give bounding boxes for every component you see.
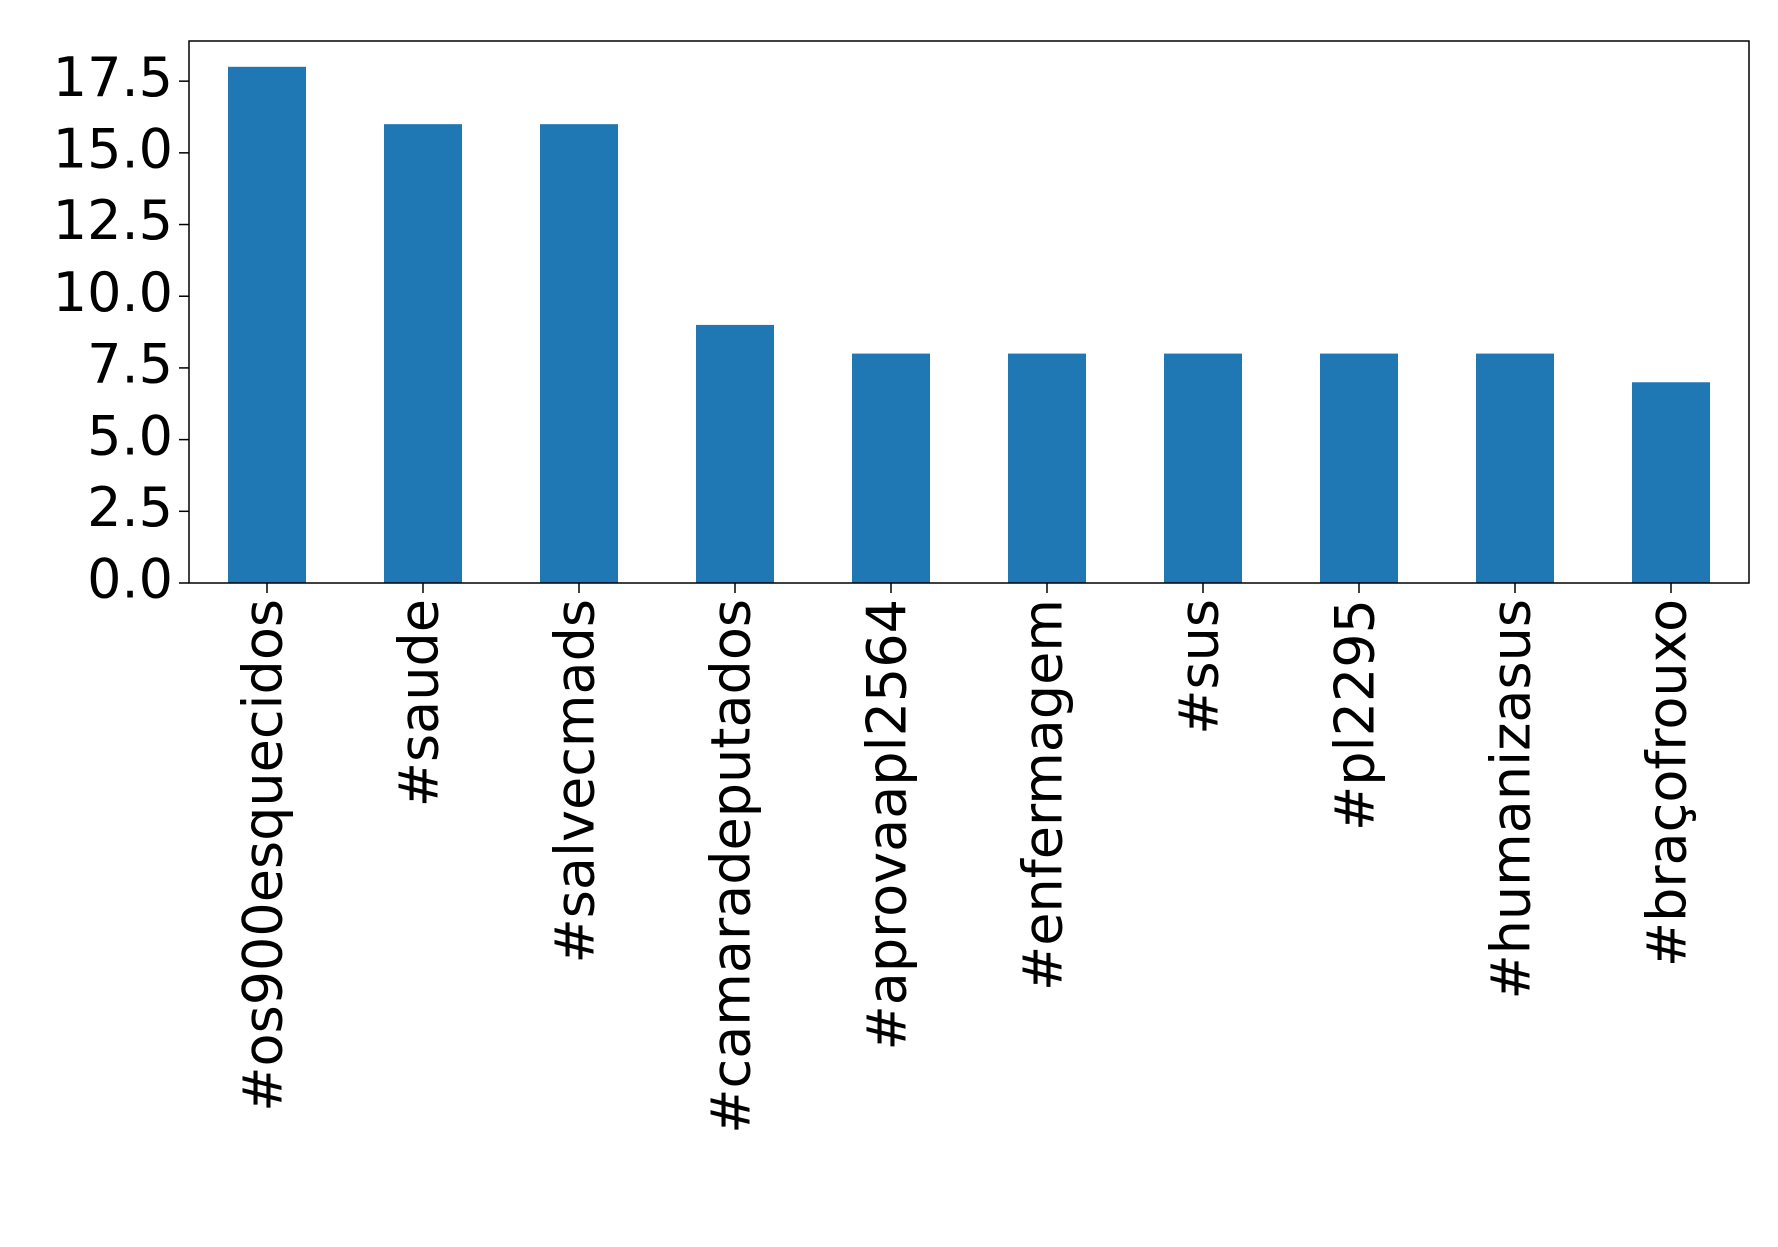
plot-frame [188,40,1750,584]
bar [1164,353,1242,583]
bar [540,124,618,583]
bar [696,324,774,583]
y-tick-label: 0.0 [87,548,173,611]
bar [852,353,930,583]
bar [1632,382,1710,583]
x-tick-label: #humanizasus [1480,599,1543,1000]
y-tick-label: 5.0 [87,404,173,467]
bar [1008,353,1086,583]
x-tick-label: #os900esquecidos [232,599,295,1112]
x-tick-label: #saude [388,599,451,807]
y-tick-label: 12.5 [53,189,173,252]
bar [384,124,462,583]
bar [228,66,306,584]
x-tick-label: #salvecmads [544,599,607,963]
y-tick-label: 10.0 [53,261,173,324]
x-tick-label: #camaradeputados [700,599,763,1134]
x-tick-label: #sus [1168,599,1231,735]
x-tick-label: #braçofrouxo [1636,599,1699,967]
x-tick-label: #enfermagem [1012,599,1075,991]
bar [1476,353,1554,583]
bar [1320,353,1398,583]
x-tick-label: #pl2295 [1324,599,1387,831]
y-tick-label: 7.5 [87,333,173,396]
y-tick-label: 17.5 [53,46,173,109]
y-tick-label: 2.5 [87,476,173,539]
y-tick-label: 15.0 [53,117,173,180]
x-tick-label: #aprovaapl2564 [856,599,919,1051]
